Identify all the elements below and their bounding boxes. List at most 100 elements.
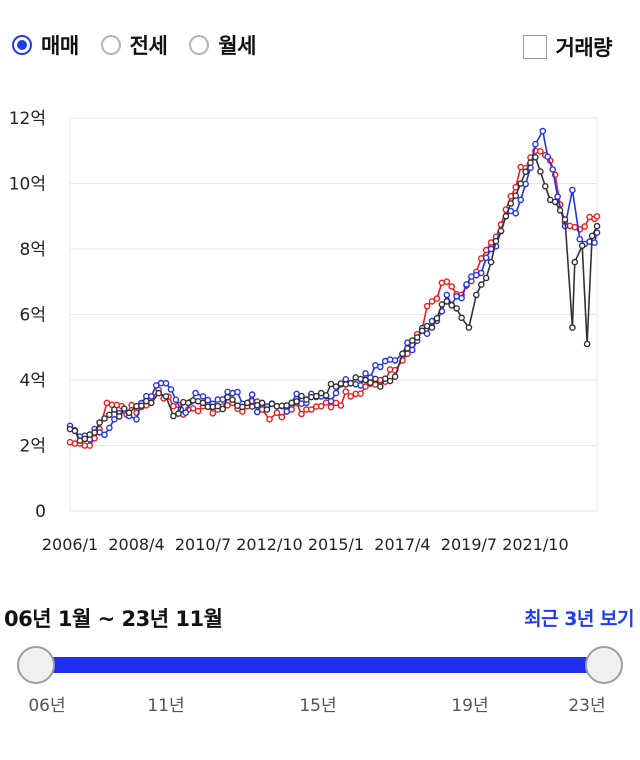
data-point [317, 402, 325, 410]
data-point [234, 388, 241, 396]
data-point [298, 392, 305, 400]
slider-tick-label: 15년 [299, 696, 337, 716]
data-point [147, 393, 155, 400]
data-point [428, 298, 436, 305]
data-point [391, 373, 399, 381]
data-point [204, 396, 212, 404]
data-point [263, 406, 271, 413]
radio-monthly-rent-indicator[interactable] [189, 35, 210, 55]
data-point [214, 402, 222, 410]
y-tick-label: 12억 [9, 109, 46, 129]
data-point [362, 370, 369, 377]
data-point [554, 193, 561, 200]
data-point [448, 301, 456, 309]
data-point [312, 392, 320, 400]
radio-jeonse[interactable]: 전세 [100, 30, 168, 60]
data-point [106, 411, 113, 419]
data-point [120, 405, 128, 412]
data-point [472, 291, 480, 299]
data-point [209, 409, 217, 417]
recent-3-years-link[interactable]: 최근 3년 보기 [524, 608, 634, 630]
data-point [199, 393, 207, 400]
data-point [170, 412, 177, 420]
slider-tick-label: 23년 [568, 696, 606, 716]
data-point [283, 408, 291, 415]
data-point [527, 159, 534, 166]
y-tick-label: 10억 [9, 175, 46, 195]
period-slider[interactable]: 06년 11년 15년 19년 23년 [0, 640, 640, 720]
data-point [86, 442, 93, 449]
y-tick-label: 2억 [20, 437, 46, 457]
data-point [376, 363, 384, 371]
data-point [408, 337, 416, 344]
data-point [362, 376, 369, 384]
data-point [189, 397, 197, 404]
period-slider-start-handle[interactable] [17, 646, 55, 684]
volume-checkbox-box[interactable] [522, 35, 547, 59]
data-point [81, 435, 89, 443]
data-point [376, 383, 384, 390]
data-point [404, 345, 411, 352]
data-point [512, 183, 520, 191]
x-tick-label: 2021/10 [502, 535, 568, 554]
volume-checkbox[interactable]: 거래량 [522, 32, 613, 62]
data-point [522, 168, 529, 176]
y-tick-label: 6억 [20, 306, 46, 326]
data-point [293, 398, 300, 405]
data-point [138, 402, 145, 410]
radio-monthly-rent[interactable]: 월세 [189, 30, 256, 60]
data-point [443, 291, 451, 299]
data-point [229, 396, 236, 403]
data-point [391, 357, 399, 364]
period-slider-end-handle[interactable] [585, 646, 623, 684]
data-point [458, 294, 465, 302]
data-point [322, 392, 330, 399]
data-point [532, 154, 539, 161]
data-point [581, 223, 589, 230]
slider-tick-label: 11년 [147, 696, 185, 716]
data-point [91, 429, 98, 436]
data-point [167, 386, 175, 393]
data-point [162, 379, 170, 387]
volume-checkbox-label[interactable]: 거래량 [555, 36, 613, 60]
data-point [273, 409, 281, 417]
data-point [189, 405, 197, 412]
data-point [517, 180, 525, 187]
y-tick-label: 4억 [20, 371, 46, 391]
data-point [106, 424, 113, 432]
data-point [569, 186, 576, 194]
data-point [549, 166, 557, 173]
data-point [172, 396, 180, 404]
data-point [551, 198, 559, 206]
data-point [569, 324, 576, 331]
data-point [556, 207, 564, 214]
data-point [116, 413, 123, 420]
data-point [194, 407, 202, 415]
data-point [283, 402, 291, 409]
radio-jeonse-indicator[interactable] [100, 35, 121, 55]
data-point [423, 330, 431, 337]
data-point [537, 148, 544, 155]
radio-sale-indicator[interactable] [12, 35, 32, 55]
radio-sale[interactable]: 매매 [12, 30, 79, 60]
data-point [372, 375, 379, 383]
data-point [199, 399, 207, 407]
slider-tick-label: 19년 [451, 696, 489, 716]
period-slider-track[interactable] [36, 657, 605, 673]
data-point [258, 399, 266, 407]
data-point [413, 334, 421, 341]
radio-monthly-rent-label[interactable]: 월세 [218, 34, 256, 58]
radio-sale-label[interactable]: 매매 [41, 34, 79, 58]
data-point [463, 281, 470, 288]
data-point [111, 415, 118, 423]
data-point [497, 227, 505, 235]
data-point [542, 183, 549, 190]
radio-jeonse-label[interactable]: 전세 [129, 34, 168, 58]
data-point [307, 393, 315, 401]
data-point [443, 278, 451, 285]
data-point [155, 389, 162, 397]
data-point [266, 415, 273, 423]
data-point [248, 391, 256, 398]
data-point [593, 222, 601, 230]
data-point [337, 402, 345, 409]
